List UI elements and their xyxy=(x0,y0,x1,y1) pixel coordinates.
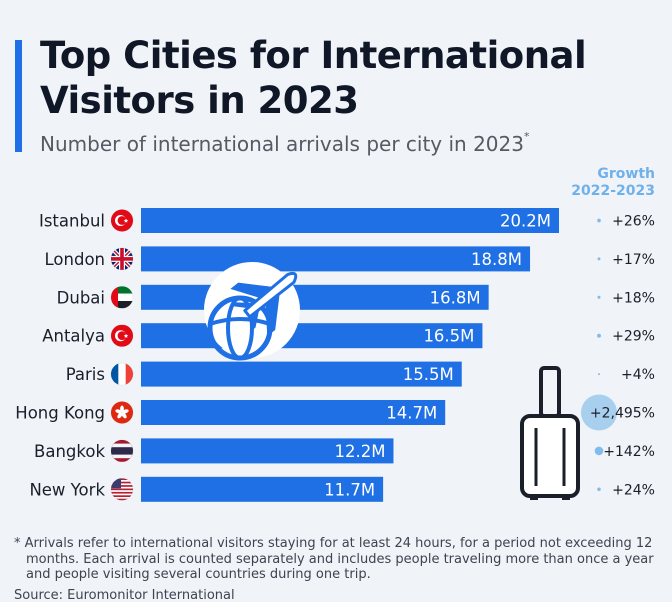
growth-bubble xyxy=(598,373,600,376)
bar-paris xyxy=(141,361,462,387)
category-label: London xyxy=(45,250,105,269)
bar-value-label: 18.8M xyxy=(471,250,522,269)
growth-bubble xyxy=(597,295,601,299)
bar-value-label: 16.5M xyxy=(423,327,474,346)
growth-label: +17% xyxy=(612,252,655,268)
source-note: Source: Euromonitor International xyxy=(14,588,235,602)
growth-bubble xyxy=(597,218,601,223)
growth-bubble xyxy=(594,446,604,456)
usa-flag-icon xyxy=(110,477,134,501)
bar-value-label: 20.2M xyxy=(500,212,551,231)
bar-value-label: 14.7M xyxy=(386,404,437,423)
bar-value-label: 16.8M xyxy=(430,288,481,307)
category-label: Hong Kong xyxy=(15,404,105,423)
growth-column-header: Growth 2022-2023 xyxy=(571,166,655,199)
growth-label: +142% xyxy=(603,444,655,460)
uae-flag-icon xyxy=(110,285,134,309)
growth-bubble xyxy=(581,394,617,431)
growth-label: +24% xyxy=(612,482,655,498)
growth-label: +2,495% xyxy=(590,406,655,422)
hong-kong-flag-icon xyxy=(110,401,134,424)
title-accent-bar xyxy=(15,40,22,152)
bar-value-label: 15.5M xyxy=(403,365,454,384)
bar-istanbul xyxy=(141,208,559,233)
growth-bubble xyxy=(597,487,601,492)
uk-flag-icon xyxy=(110,247,134,271)
growth-label: +18% xyxy=(612,290,655,306)
turkey-flag-icon xyxy=(110,209,134,232)
category-label: Paris xyxy=(66,365,105,384)
thailand-flag-icon xyxy=(110,439,134,463)
bar-dubai xyxy=(141,284,489,310)
category-label: Dubai xyxy=(57,288,105,307)
category-label: Istanbul xyxy=(39,212,105,231)
footnote: * Arrivals refer to international visito… xyxy=(14,536,654,582)
chart-subtitle: Number of international arrivals per cit… xyxy=(40,130,530,156)
category-label: Bangkok xyxy=(34,442,105,461)
bar-value-label: 12.2M xyxy=(334,442,385,461)
growth-bubble xyxy=(597,257,601,261)
bar-hong-kong xyxy=(141,400,446,425)
bar-antalya xyxy=(141,323,483,349)
suitcase-icon xyxy=(520,366,580,500)
growth-label: +4% xyxy=(621,367,655,383)
growth-label: +26% xyxy=(612,214,655,230)
growth-bubble xyxy=(597,333,601,338)
bar-new-york xyxy=(141,476,384,502)
category-label: Antalya xyxy=(42,327,105,346)
category-label: New York xyxy=(29,480,105,499)
bar-bangkok xyxy=(141,438,394,464)
growth-label: +29% xyxy=(612,329,655,345)
france-flag-icon xyxy=(110,362,134,386)
chart-title: Top Cities for International Visitors in… xyxy=(40,34,587,122)
bar-value-label: 11.7M xyxy=(324,480,375,499)
bar-london xyxy=(141,246,531,272)
turkey-flag-icon xyxy=(110,324,134,348)
airplane-globe-icon xyxy=(204,262,300,361)
